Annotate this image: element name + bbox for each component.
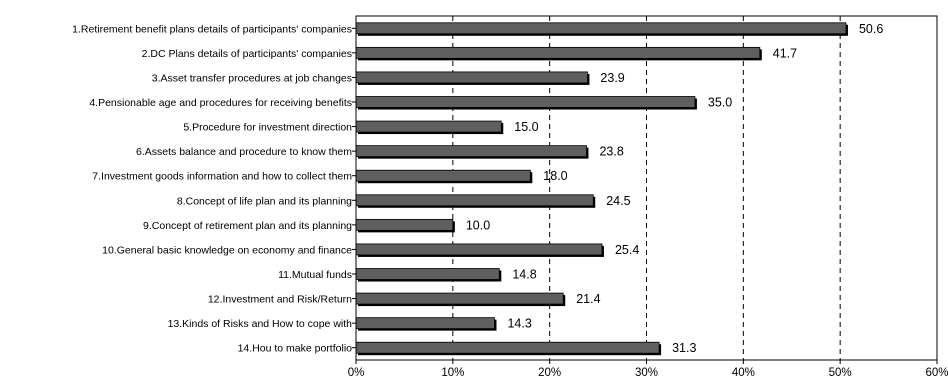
value-label: 21.4 [576, 292, 600, 306]
value-labels: 50.6 41.7 23.9 35.0 15.0 23.8 18.0 24.5 10.0 25.4… [466, 22, 884, 355]
x-axis-ticks: 0% 10% 20% 30% 40% 50% 60% [348, 27, 948, 379]
category-label: 9.Concept of retirement plan and its pla… [143, 220, 352, 232]
bar [355, 194, 594, 207]
x-tick-label: 20% [538, 367, 561, 379]
value-label: 10.0 [466, 218, 490, 232]
bar [355, 268, 500, 280]
category-label: 4.Pensionable age and procedures for rec… [89, 97, 352, 109]
value-label: 24.5 [606, 194, 630, 208]
x-tick-label: 40% [732, 367, 755, 379]
value-label: 14.8 [512, 268, 536, 282]
value-label: 31.3 [672, 341, 696, 355]
category-label: 1.Retirement benefit plans details of pa… [72, 23, 352, 35]
value-label: 25.4 [615, 243, 639, 257]
bars [355, 22, 848, 356]
bar [355, 96, 696, 108]
category-label: 10.General basic knowledge on economy an… [102, 244, 352, 256]
category-label: 2.DC Plans details of participants' comp… [142, 48, 352, 60]
x-tick-label: 0% [348, 367, 365, 379]
category-label: 5.Procedure for investment direction [183, 122, 352, 134]
value-label: 41.7 [773, 46, 797, 60]
category-label: 6.Assets balance and procedure to know t… [136, 146, 352, 158]
bar [355, 46, 761, 59]
value-label: 23.9 [600, 71, 624, 85]
x-tick-label: 10% [441, 367, 464, 379]
category-label: 14.Hou to make portfolio [238, 343, 353, 355]
value-label: 23.8 [599, 145, 623, 159]
category-label: 7.Investment goods information and how t… [92, 171, 352, 183]
bar [355, 218, 454, 231]
category-label: 13.Kinds of Risks and How to cope with [168, 318, 353, 330]
bar [355, 22, 847, 35]
category-label: 8.Concept of life plan and its planning [177, 195, 352, 207]
category-label: 11.Mutual funds [278, 269, 352, 281]
category-label: 12.Investment and Risk/Return [208, 294, 352, 306]
x-tick-label: 50% [829, 367, 852, 379]
bar [355, 292, 564, 305]
x-tick-label: 30% [635, 367, 658, 379]
bar [355, 169, 531, 182]
bar [355, 145, 587, 158]
category-label: 3.Asset transfer procedures at job chang… [152, 72, 352, 84]
value-label: 35.0 [708, 96, 732, 110]
value-label: 50.6 [859, 22, 883, 36]
category-labels: 1.Retirement benefit plans details of pa… [72, 23, 352, 354]
bar [355, 317, 495, 330]
x-tick-label: 60% [925, 367, 948, 379]
bar [355, 341, 660, 354]
value-label: 14.3 [507, 317, 531, 331]
grid-lines [452, 16, 841, 360]
value-label: 15.0 [514, 120, 538, 134]
bar [355, 71, 588, 84]
bar [355, 243, 603, 256]
value-label: 18.0 [543, 169, 567, 183]
bar [355, 120, 502, 133]
